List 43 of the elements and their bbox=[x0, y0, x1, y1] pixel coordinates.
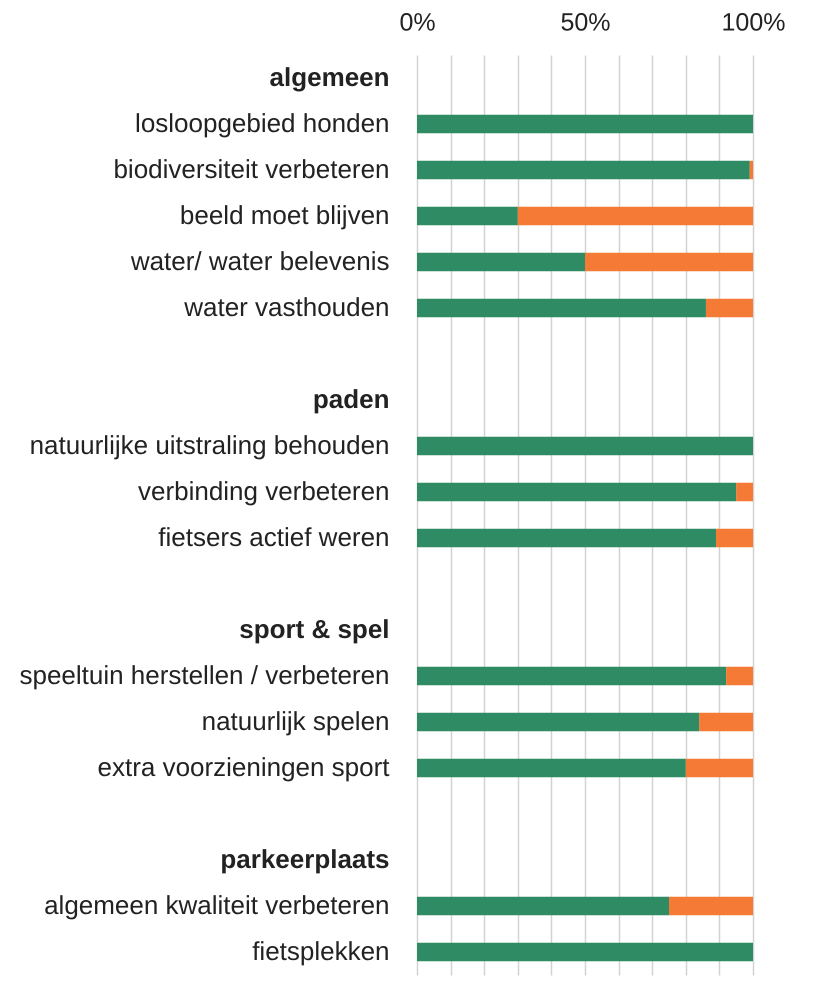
bar bbox=[417, 482, 736, 502]
y-tick-label: natuurlijke uitstraling behouden bbox=[30, 430, 390, 460]
bar bbox=[706, 298, 753, 318]
y-tick-label: extra voorzieningen sport bbox=[98, 752, 390, 782]
bar bbox=[417, 298, 706, 318]
bar bbox=[417, 252, 585, 272]
bar bbox=[417, 666, 726, 686]
bar bbox=[699, 712, 753, 732]
bar bbox=[417, 896, 669, 916]
bar bbox=[417, 528, 716, 548]
bar bbox=[417, 436, 753, 456]
bar bbox=[417, 942, 753, 962]
y-tick-label: water vasthouden bbox=[183, 292, 390, 322]
bar bbox=[417, 206, 518, 226]
y-tick-label: verbinding verbeteren bbox=[138, 476, 390, 506]
y-tick-label: paden bbox=[312, 384, 390, 414]
bar bbox=[716, 528, 753, 548]
y-tick-label: speeltuin herstellen / verbeteren bbox=[19, 660, 390, 690]
bar bbox=[669, 896, 753, 916]
y-tick-label: biodiversiteit verbeteren bbox=[113, 154, 390, 184]
bar bbox=[736, 482, 753, 502]
y-tick-label: parkeerplaats bbox=[220, 844, 390, 874]
bar bbox=[518, 206, 753, 226]
y-tick-label: losloopgebied honden bbox=[135, 108, 390, 138]
y-tick-label: algemeen kwaliteit verbeteren bbox=[44, 890, 390, 920]
bar bbox=[417, 114, 753, 134]
y-tick-label: fietsers actief weren bbox=[158, 522, 390, 552]
x-tick-label: 100% bbox=[722, 8, 786, 36]
bar bbox=[726, 666, 753, 686]
bar bbox=[417, 160, 750, 180]
bar bbox=[686, 758, 753, 778]
x-tick-label: 0% bbox=[399, 8, 436, 36]
bar bbox=[585, 252, 753, 272]
bar bbox=[417, 758, 686, 778]
x-tick-label: 50% bbox=[560, 8, 611, 36]
y-tick-label: natuurlijk spelen bbox=[202, 706, 390, 736]
y-tick-label: sport & spel bbox=[239, 614, 390, 644]
bar bbox=[417, 712, 700, 732]
y-tick-label: algemeen bbox=[270, 62, 390, 92]
y-tick-label: beeld moet blijven bbox=[180, 200, 390, 230]
y-tick-label: fietsplekken bbox=[252, 936, 390, 966]
y-tick-label: water/ water belevenis bbox=[130, 246, 390, 276]
bar bbox=[750, 160, 753, 180]
